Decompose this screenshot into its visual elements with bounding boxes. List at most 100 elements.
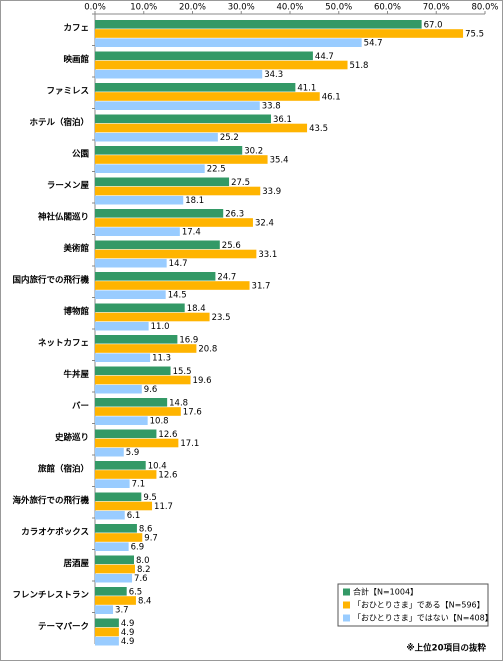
value-label: 54.7 [364, 39, 383, 49]
bar [95, 416, 148, 425]
value-label: 8.0 [136, 556, 150, 566]
value-label: 17.1 [180, 439, 199, 449]
bar [95, 272, 216, 281]
y-tick-label: 史跡巡り [55, 432, 89, 443]
y-tick-label: 神社仏閣巡り [38, 211, 89, 222]
value-label: 67.0 [424, 20, 443, 30]
value-label: 8.2 [137, 565, 151, 575]
value-label: 33.9 [262, 187, 281, 197]
bar [95, 312, 210, 322]
bar [95, 177, 230, 187]
bar [95, 240, 220, 250]
x-tick-label: 20.0% [179, 3, 206, 13]
value-label: 17.4 [182, 228, 201, 238]
value-label: 27.5 [231, 178, 250, 188]
y-tick-label: ファミレス [46, 86, 89, 96]
value-label: 5.9 [126, 448, 140, 458]
bar [95, 303, 185, 313]
bar [95, 501, 153, 511]
footnote: ※上位20項目の抜粋 [406, 643, 486, 654]
bar [95, 375, 191, 385]
bar [95, 335, 178, 344]
bar [95, 38, 362, 47]
bar [95, 146, 243, 155]
value-label: 8.6 [139, 524, 153, 534]
value-label: 11.0 [151, 322, 170, 332]
bar [95, 398, 168, 407]
x-tick-label: 70.0% [423, 3, 450, 13]
value-label: 9.6 [144, 385, 158, 395]
x-tick-label: 0.0% [84, 3, 106, 13]
value-label: 9.7 [144, 534, 158, 544]
value-label: 18.1 [185, 196, 204, 206]
y-tick-label: 美術館 [63, 243, 89, 254]
y-tick-label: 居酒屋 [62, 558, 89, 569]
value-label: 19.6 [193, 376, 212, 386]
bar [95, 564, 135, 574]
bar [95, 290, 166, 299]
value-label: 7.6 [134, 574, 148, 584]
y-tick-label: バー [72, 400, 89, 411]
y-tick-label: 海外旅行での飛行機 [12, 495, 89, 506]
bar [95, 92, 320, 101]
value-label: 12.6 [158, 471, 177, 481]
bar [95, 195, 184, 205]
value-label: 3.7 [115, 606, 129, 616]
value-label: 15.5 [173, 367, 192, 377]
bar [95, 321, 149, 331]
value-label: 22.5 [207, 165, 226, 175]
value-label: 12.6 [158, 430, 177, 440]
value-label: 41.1 [297, 83, 316, 93]
value-label: 25.6 [222, 241, 241, 251]
bar [95, 101, 260, 110]
value-label: 11.7 [154, 502, 173, 512]
value-label: 33.8 [262, 102, 281, 112]
bar [95, 492, 142, 502]
value-label: 20.8 [198, 345, 217, 355]
bar [95, 132, 218, 142]
y-tick-label: ラーメン屋 [47, 180, 90, 191]
bar [95, 155, 268, 164]
bar [95, 60, 348, 70]
bar [95, 407, 181, 416]
value-label: 10.4 [148, 461, 167, 471]
bar [95, 587, 127, 596]
value-label: 35.4 [270, 156, 289, 166]
y-tick-label: 牛丼屋 [63, 369, 89, 380]
value-label: 31.7 [252, 282, 271, 292]
bar [95, 479, 130, 488]
x-tick-label: 40.0% [276, 3, 303, 13]
value-label: 25.2 [220, 133, 239, 143]
bar [95, 618, 119, 628]
value-label: 23.5 [212, 313, 231, 323]
value-label: 4.9 [121, 637, 135, 647]
bar [95, 555, 134, 565]
value-label: 30.2 [244, 146, 263, 156]
bar [95, 227, 180, 236]
value-label: 51.8 [350, 61, 369, 71]
value-label: 24.7 [217, 272, 236, 282]
y-tick-label: ホテル（宿泊） [29, 117, 89, 128]
value-label: 6.1 [127, 511, 141, 521]
legend-label: 合計【N=1004】 [353, 587, 418, 597]
value-label: 18.4 [187, 304, 206, 314]
bar [95, 123, 308, 133]
legend-box [337, 583, 489, 627]
bar [95, 83, 296, 92]
value-label: 26.3 [225, 209, 244, 219]
bar [95, 366, 171, 376]
y-tick-label: 公園 [72, 149, 89, 159]
value-label: 14.8 [169, 398, 188, 408]
x-tick-label: 10.0% [130, 3, 157, 13]
bar [95, 209, 224, 218]
y-tick-label: 旅館（宿泊） [37, 463, 89, 474]
bar [95, 542, 129, 551]
value-label: 32.4 [255, 219, 274, 229]
bar [95, 596, 136, 605]
value-label: 14.7 [169, 259, 188, 269]
bar [95, 114, 271, 124]
value-label: 33.1 [258, 250, 277, 260]
value-label: 16.9 [179, 335, 198, 345]
bar [95, 524, 137, 533]
